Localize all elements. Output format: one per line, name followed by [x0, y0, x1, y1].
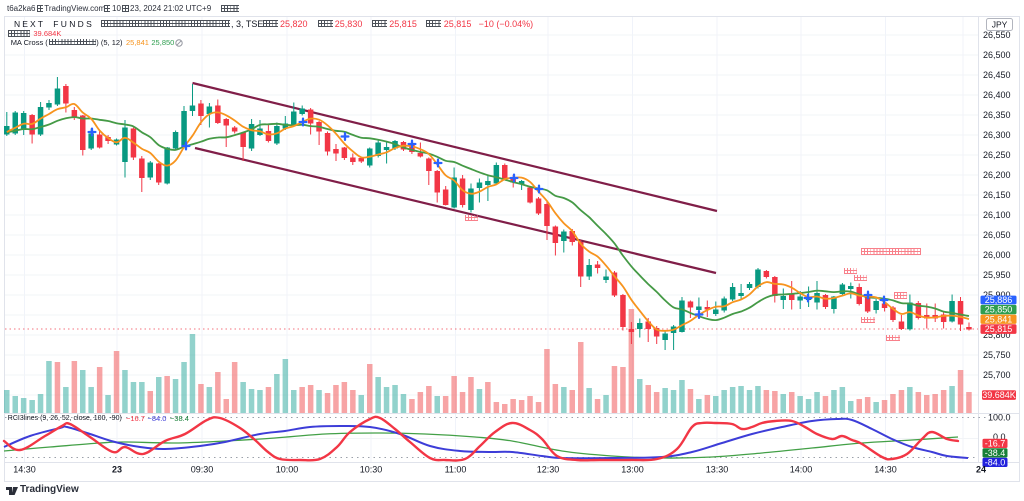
svg-text:26,500: 26,500	[983, 50, 1011, 60]
svg-text:26,450: 26,450	[983, 70, 1011, 80]
svg-text:26,100: 26,100	[983, 210, 1011, 220]
svg-text:26,400: 26,400	[983, 90, 1011, 100]
svg-text:25,841: 25,841	[985, 314, 1013, 324]
svg-text:25,700: 25,700	[983, 370, 1011, 380]
svg-text:24: 24	[976, 465, 986, 475]
svg-text:-16.7: -16.7	[985, 438, 1006, 448]
svg-text:10:30: 10:30	[360, 465, 383, 475]
svg-text:25,800: 25,800	[983, 330, 1011, 340]
svg-text:0.0: 0.0	[993, 432, 1006, 442]
svg-text:23: 23	[112, 465, 122, 475]
svg-text:14:30: 14:30	[13, 465, 36, 475]
svg-text:26,150: 26,150	[983, 190, 1011, 200]
svg-text:25,886: 25,886	[985, 295, 1013, 305]
svg-text:26,300: 26,300	[983, 130, 1011, 140]
svg-text:26,250: 26,250	[983, 150, 1011, 160]
svg-text:13:30: 13:30	[706, 465, 729, 475]
svg-text:26,000: 26,000	[983, 250, 1011, 260]
svg-text:25,815: 25,815	[985, 324, 1013, 334]
svg-text:25,750: 25,750	[983, 350, 1011, 360]
svg-text:10:00: 10:00	[276, 465, 299, 475]
svg-text:39.684K: 39.684K	[982, 390, 1016, 400]
svg-text:100.0: 100.0	[988, 413, 1011, 423]
svg-text:25,950: 25,950	[983, 270, 1011, 280]
svg-text:14:30: 14:30	[874, 465, 897, 475]
svg-text:12:30: 12:30	[537, 465, 560, 475]
svg-text:09:30: 09:30	[191, 465, 214, 475]
svg-text:14:00: 14:00	[790, 465, 813, 475]
svg-text:13:00: 13:00	[621, 465, 644, 475]
svg-text:26,200: 26,200	[983, 170, 1011, 180]
svg-text:26,550: 26,550	[983, 30, 1011, 40]
svg-text:-84.0: -84.0	[985, 457, 1006, 467]
svg-text:25,850: 25,850	[985, 305, 1013, 315]
svg-text:26,050: 26,050	[983, 230, 1011, 240]
svg-text:25,900: 25,900	[983, 290, 1011, 300]
svg-text:-38.4: -38.4	[985, 448, 1006, 458]
svg-text:JPY: JPY	[992, 20, 1008, 30]
svg-text:11:00: 11:00	[445, 465, 467, 475]
svg-text:26,350: 26,350	[983, 110, 1011, 120]
